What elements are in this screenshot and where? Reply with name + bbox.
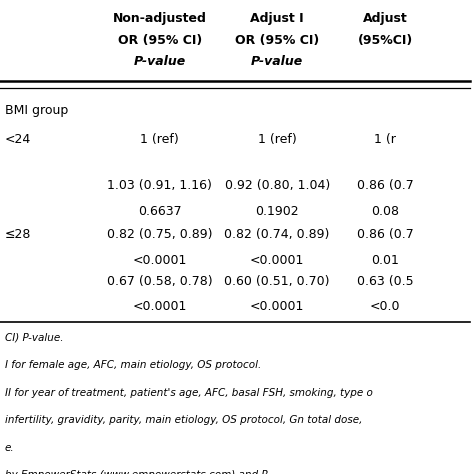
- Text: P-value: P-value: [251, 55, 303, 68]
- Text: P-value: P-value: [134, 55, 186, 68]
- Text: 0.60 (0.51, 0.70): 0.60 (0.51, 0.70): [224, 274, 330, 288]
- Text: <0.0001: <0.0001: [133, 300, 187, 313]
- Text: 1 (ref): 1 (ref): [258, 133, 297, 146]
- Text: ≤28: ≤28: [5, 228, 31, 241]
- Text: Adjust I: Adjust I: [250, 12, 304, 25]
- Text: II for year of treatment, patient's age, AFC, basal FSH, smoking, type o: II for year of treatment, patient's age,…: [5, 388, 373, 398]
- Text: by EmpowerStats (www.empowerstats.com) and R.: by EmpowerStats (www.empowerstats.com) a…: [5, 471, 272, 474]
- Text: OR (95% CI): OR (95% CI): [118, 34, 202, 46]
- Text: 1 (ref): 1 (ref): [140, 133, 179, 146]
- Text: e.: e.: [5, 443, 14, 453]
- Text: OR (95% CI): OR (95% CI): [235, 34, 319, 46]
- Text: 1.03 (0.91, 1.16): 1.03 (0.91, 1.16): [107, 179, 212, 192]
- Text: <0.0001: <0.0001: [250, 300, 304, 313]
- Text: Non-adjusted: Non-adjusted: [113, 12, 207, 25]
- Text: 0.1902: 0.1902: [255, 205, 299, 218]
- Text: (95%CI): (95%CI): [357, 34, 413, 46]
- Text: 0.86 (0.7: 0.86 (0.7: [357, 179, 414, 192]
- Text: 0.86 (0.7: 0.86 (0.7: [357, 228, 414, 241]
- Text: infertility, gravidity, parity, main etiology, OS protocol, Gn total dose,: infertility, gravidity, parity, main eti…: [5, 415, 362, 425]
- Text: CI) P-value.: CI) P-value.: [5, 333, 63, 343]
- Text: 0.6637: 0.6637: [138, 205, 182, 218]
- Text: 0.63 (0.5: 0.63 (0.5: [357, 274, 413, 288]
- Text: 1 (r: 1 (r: [374, 133, 396, 146]
- Text: <24: <24: [5, 133, 31, 146]
- Text: 0.01: 0.01: [371, 254, 399, 266]
- Text: 0.08: 0.08: [371, 205, 399, 218]
- Text: 0.92 (0.80, 1.04): 0.92 (0.80, 1.04): [225, 179, 330, 192]
- Text: BMI group: BMI group: [5, 104, 68, 117]
- Text: <0.0001: <0.0001: [250, 254, 304, 266]
- Text: 0.82 (0.74, 0.89): 0.82 (0.74, 0.89): [225, 228, 330, 241]
- Text: 0.67 (0.58, 0.78): 0.67 (0.58, 0.78): [107, 274, 212, 288]
- Text: 0.82 (0.75, 0.89): 0.82 (0.75, 0.89): [107, 228, 212, 241]
- Text: I for female age, AFC, main etiology, OS protocol.: I for female age, AFC, main etiology, OS…: [5, 360, 261, 370]
- Text: Adjust: Adjust: [363, 12, 408, 25]
- Text: <0.0: <0.0: [370, 300, 401, 313]
- Text: <0.0001: <0.0001: [133, 254, 187, 266]
